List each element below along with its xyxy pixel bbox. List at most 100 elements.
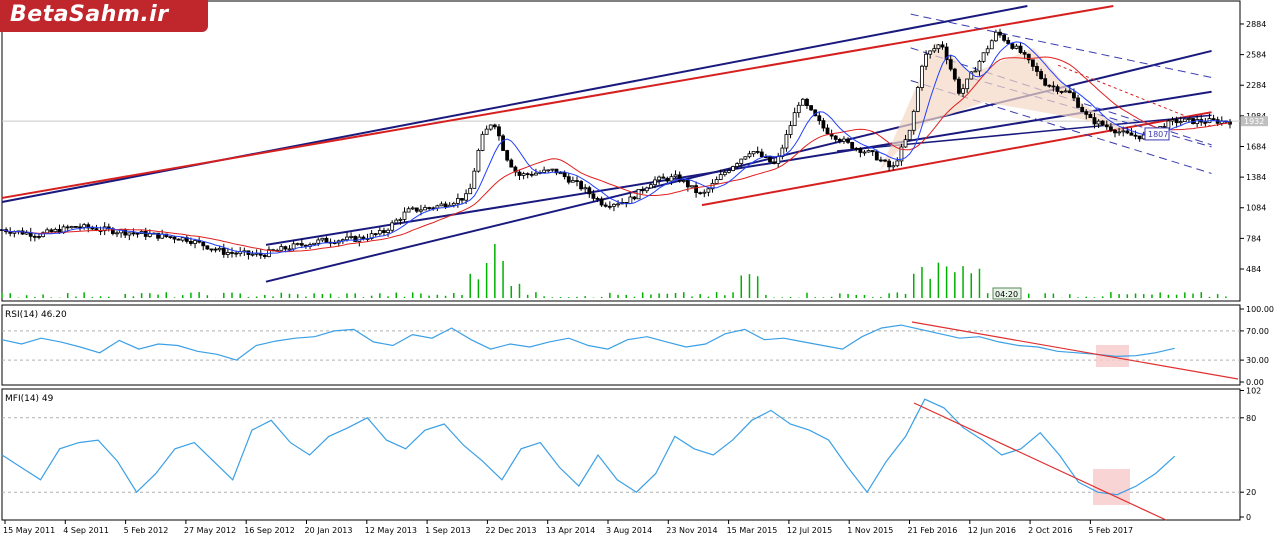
candle-body (45, 229, 50, 234)
time-badge-box (992, 287, 1022, 300)
price-tick-label: 2884 (1246, 20, 1266, 29)
rsi-pane-frame (1, 304, 1241, 386)
candle-body (414, 207, 419, 212)
moving-average-fast (1, 41, 1231, 255)
candle-body (673, 174, 678, 178)
candle-body (985, 48, 990, 54)
candle-body (714, 179, 719, 184)
candle-body (710, 182, 715, 190)
price-tick-label: 2584 (1246, 51, 1266, 60)
candle-body (135, 232, 140, 235)
candle-body (1174, 119, 1179, 124)
candle-body (640, 188, 645, 192)
candle-body (809, 105, 813, 111)
candle-body (1170, 119, 1175, 122)
axes: 2884258422841984168413841084784484193210… (3, 20, 1274, 535)
rsi-title: RSI(14) 46.20 (5, 310, 67, 320)
candle-body (669, 176, 674, 182)
candle-body (468, 187, 473, 195)
candle-body (209, 248, 214, 251)
candle-body (907, 129, 912, 141)
candle-body (283, 246, 288, 250)
candle-body (932, 48, 937, 52)
candle-body (480, 133, 485, 151)
candle-body (24, 232, 29, 235)
candle-body (998, 31, 1002, 36)
candle-body (1022, 52, 1027, 55)
candle-body (394, 219, 399, 224)
candle-body (74, 226, 78, 228)
candle-body (299, 243, 304, 246)
candle-body (419, 209, 423, 212)
candle-body (1043, 78, 1048, 86)
mfi-line (1, 398, 1176, 496)
candle-body (476, 150, 481, 172)
candle-body (607, 205, 612, 208)
date-tick-label: 20 Jan 2013 (305, 526, 353, 535)
date-tick-label: 1 Sep 2013 (425, 526, 471, 535)
candle-body (1030, 59, 1035, 67)
candle-body (891, 165, 896, 168)
mfi-tick-label: 20 (1246, 488, 1256, 497)
candle-body (505, 150, 510, 161)
candle-body (961, 88, 965, 94)
candle-body (575, 180, 579, 182)
date-tick-label: 23 Nov 2014 (666, 526, 717, 535)
candle-body (870, 150, 875, 153)
candle-body (1113, 129, 1117, 134)
candle-body (312, 242, 317, 245)
candle-body (460, 198, 464, 201)
candle-body (484, 128, 489, 135)
candle-body (78, 226, 82, 229)
candle-body (694, 185, 698, 194)
date-tick-label: 16 Sep 2012 (244, 526, 295, 535)
candle-body (579, 181, 583, 190)
candle-body (837, 139, 842, 142)
candle-body (172, 236, 177, 240)
candle-body (685, 180, 690, 188)
candle-body (361, 236, 366, 240)
candle-body (1211, 118, 1216, 121)
date-tick-label: 13 Apr 2014 (546, 526, 595, 535)
candle-body (952, 68, 957, 80)
candle-body (591, 193, 596, 199)
candle-body (850, 142, 855, 149)
mfi-tick-label: 80 (1246, 414, 1256, 423)
candle-body (1092, 117, 1097, 125)
candle-body (981, 52, 986, 62)
date-tick-label: 22 Dec 2013 (485, 526, 536, 535)
candle-body (472, 170, 477, 189)
candle-body (1117, 131, 1122, 134)
candle-body (546, 169, 551, 172)
candle-body (291, 243, 296, 250)
candle-body (595, 197, 600, 200)
candle-body (49, 229, 54, 233)
candle-body (842, 138, 846, 142)
candle-body (1018, 45, 1023, 53)
candle-body (940, 44, 945, 48)
candle-body (895, 160, 900, 167)
candle-body (1063, 90, 1068, 93)
candle-body (702, 191, 707, 194)
candle-body (353, 236, 358, 242)
candle-body (768, 156, 772, 163)
candle-body (382, 230, 386, 233)
candle-body (193, 240, 197, 244)
price-tag-box (1144, 127, 1170, 141)
candle-body (542, 169, 547, 173)
candle-body (731, 166, 735, 171)
candle-body (497, 126, 501, 137)
candle-body (1096, 120, 1101, 125)
mfi-tick-label: 102 (1246, 387, 1261, 396)
candle-body (1203, 121, 1208, 124)
candle-body (657, 176, 662, 181)
logo-text: BetaSahm.ir (10, 2, 169, 27)
candle-body (948, 59, 953, 70)
candle-body (213, 248, 218, 251)
candle-body (969, 71, 974, 80)
candle-body (127, 232, 132, 236)
channel-upper-red (1, 5, 1114, 199)
candle-body (156, 232, 160, 239)
